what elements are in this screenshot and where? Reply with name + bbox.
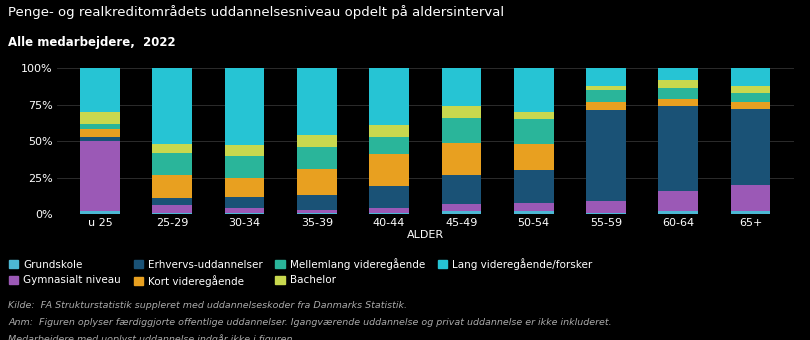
Bar <box>731 109 770 185</box>
Bar <box>586 201 626 213</box>
Bar <box>297 169 337 195</box>
Bar <box>152 213 192 214</box>
Text: Alle medarbejdere,  2022: Alle medarbejdere, 2022 <box>8 36 176 49</box>
Bar <box>152 68 192 144</box>
Bar <box>152 205 192 213</box>
Bar <box>80 123 120 130</box>
Text: Penge- og realkreditområdets uddannelsesniveau opdelt på aldersinterval: Penge- og realkreditområdets uddannelses… <box>8 5 504 19</box>
Bar <box>586 68 626 86</box>
Bar <box>514 211 553 214</box>
Bar <box>224 156 264 177</box>
X-axis label: ALDER: ALDER <box>407 230 444 240</box>
Bar <box>369 213 409 214</box>
Bar <box>441 211 481 214</box>
Bar <box>152 198 192 205</box>
Bar <box>297 195 337 210</box>
Bar <box>659 211 698 214</box>
Bar <box>224 208 264 213</box>
Bar <box>152 175 192 198</box>
Bar <box>586 90 626 102</box>
Bar <box>659 88 698 99</box>
Bar <box>731 211 770 214</box>
Bar <box>514 144 553 170</box>
Bar <box>659 106 698 191</box>
Bar <box>369 186 409 208</box>
Bar <box>224 197 264 208</box>
Bar <box>369 137 409 154</box>
Bar <box>80 130 120 137</box>
Bar <box>514 119 553 144</box>
Bar <box>152 153 192 175</box>
Bar <box>80 141 120 211</box>
Bar <box>441 118 481 142</box>
Text: Kilde:  FA Strukturstatistik suppleret med uddannelseskoder fra Danmarks Statist: Kilde: FA Strukturstatistik suppleret me… <box>8 301 407 310</box>
Bar <box>659 80 698 88</box>
Bar <box>731 185 770 211</box>
Bar <box>224 68 264 146</box>
Bar <box>441 175 481 204</box>
Bar <box>80 112 120 123</box>
Bar <box>297 213 337 214</box>
Bar <box>586 110 626 201</box>
Bar <box>224 177 264 197</box>
Bar <box>441 142 481 175</box>
Text: Medarbejdere med uoplyst uddannelse indgår ikke i figuren.: Medarbejdere med uoplyst uddannelse indg… <box>8 334 296 340</box>
Bar <box>80 211 120 214</box>
Bar <box>224 213 264 214</box>
Bar <box>514 112 553 119</box>
Bar <box>369 125 409 137</box>
Bar <box>80 68 120 112</box>
Bar <box>224 146 264 156</box>
Bar <box>441 204 481 211</box>
Bar <box>369 68 409 125</box>
Bar <box>369 154 409 186</box>
Bar <box>731 102 770 109</box>
Bar <box>731 93 770 102</box>
Bar <box>659 99 698 106</box>
Bar <box>514 203 553 211</box>
Bar <box>297 68 337 135</box>
Bar <box>586 86 626 90</box>
Bar <box>297 135 337 147</box>
Text: Anm:  Figuren oplyser færdiggjorte offentlige uddannelser. Igangværende uddannel: Anm: Figuren oplyser færdiggjorte offent… <box>8 318 612 327</box>
Legend: Grundskole, Gymnasialt niveau, Erhvervs-uddannelser, Kort videregående, Mellemla: Grundskole, Gymnasialt niveau, Erhvervs-… <box>9 258 593 287</box>
Bar <box>731 86 770 93</box>
Bar <box>80 137 120 141</box>
Bar <box>297 210 337 213</box>
Bar <box>586 102 626 110</box>
Bar <box>441 68 481 106</box>
Bar <box>297 147 337 169</box>
Bar <box>586 213 626 214</box>
Bar <box>659 191 698 211</box>
Bar <box>659 68 698 80</box>
Bar <box>514 170 553 203</box>
Bar <box>514 68 553 112</box>
Bar <box>369 208 409 213</box>
Bar <box>731 68 770 86</box>
Bar <box>441 106 481 118</box>
Bar <box>152 144 192 153</box>
